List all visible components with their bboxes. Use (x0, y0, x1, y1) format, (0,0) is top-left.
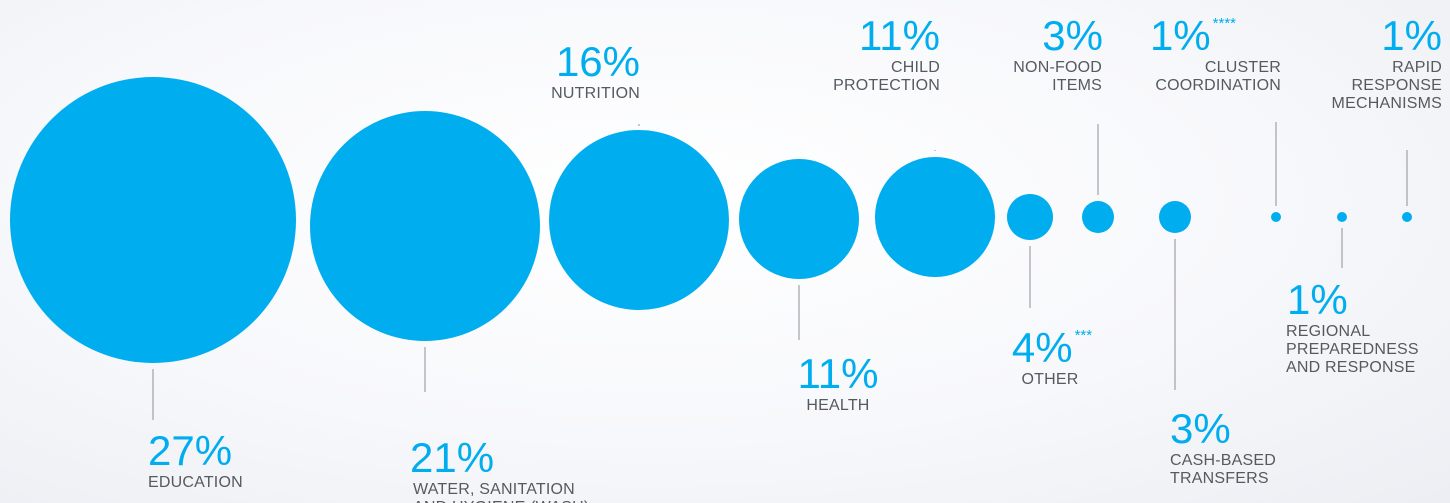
bubble-cluster-coordination (1271, 212, 1281, 222)
category-label-education: EDUCATION (148, 474, 243, 491)
category-label-rapid-response-mechanisms: RAPID RESPONSE MECHANISMS (1332, 59, 1442, 112)
bubble-nutrition (549, 130, 729, 310)
percent-label-rapid-response-mechanisms: 1% (1381, 12, 1442, 59)
percent-label-child-protection: 11% (859, 12, 940, 59)
bubble-education (10, 77, 296, 363)
percent-label-education: 27% (148, 427, 232, 474)
category-label-water-sanitation-and-hygiene-wash: WATER, SANITATIONAND HYGIENE (WASH) (413, 481, 589, 503)
bubble-child-protection (875, 157, 995, 277)
category-label-non-food-items: NON-FOOD ITEMS (1013, 59, 1102, 94)
category-label-cash-based-transfers: CASH-BASED TRANSFERS (1170, 452, 1276, 487)
category-label-cluster-coordination: CLUSTER COORDINATION (1155, 59, 1281, 94)
percent-label-health: 11% (798, 350, 879, 397)
category-label-other: OTHER (1022, 371, 1079, 388)
percent-label-non-food-items: 3% (1042, 12, 1103, 59)
bubble-regional-preparedness-and-response (1337, 212, 1347, 222)
bubble-health (739, 159, 859, 279)
percent-label-water-sanitation-and-hygiene-wash: 21% (410, 434, 494, 481)
percent-label-nutrition: 16% (556, 38, 640, 85)
percent-label-other: 4% *** (1012, 324, 1092, 371)
bubble-non-food-items (1082, 201, 1114, 233)
bubble-other (1007, 194, 1053, 240)
percent-label-cash-based-transfers: 3% (1170, 405, 1231, 452)
category-label-nutrition: NUTRITION (551, 85, 640, 102)
category-label-regional-preparedness-and-response: REGIONAL PREPAREDNESS AND RESPONSE (1286, 323, 1419, 376)
percent-label-regional-preparedness-and-response: 1% (1287, 276, 1348, 323)
bubble-water-sanitation-and-hygiene-wash (310, 111, 540, 341)
category-label-child-protection: CHILD PROTECTION (833, 59, 940, 94)
category-label-health: HEALTH (806, 397, 869, 414)
bubble-rapid-response-mechanisms (1402, 212, 1412, 222)
percent-label-cluster-coordination: 1% **** (1150, 12, 1236, 59)
bubble-cash-based-transfers (1159, 201, 1191, 233)
